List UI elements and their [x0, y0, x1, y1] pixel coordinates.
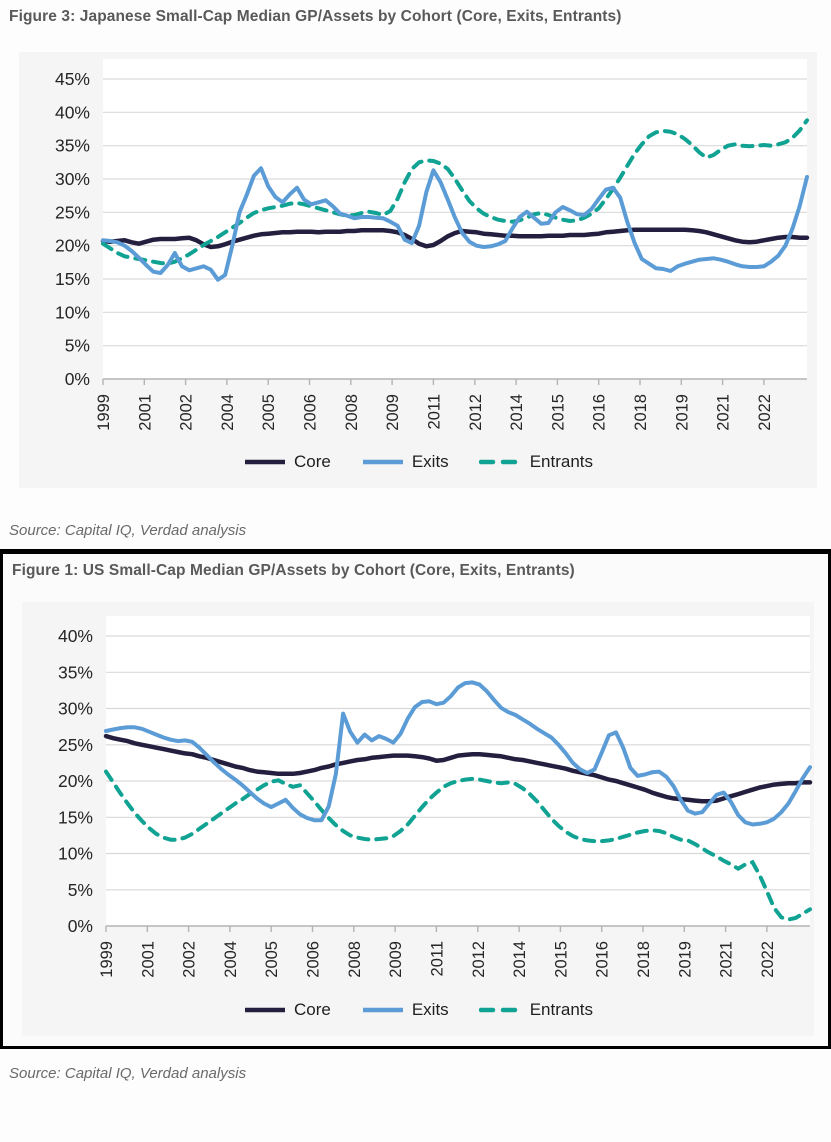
svg-text:45%: 45%	[55, 69, 90, 89]
legend-item-entrants: Entrants	[478, 1000, 593, 1020]
svg-text:2002: 2002	[178, 394, 196, 431]
legend-item-exits: Exits	[361, 1000, 449, 1020]
legend-label: Entrants	[529, 452, 593, 471]
svg-text:2021: 2021	[715, 394, 733, 431]
legend-line-swatch-core	[244, 1007, 285, 1013]
svg-text:2004: 2004	[219, 394, 237, 431]
legend-label: Entrants	[529, 1000, 593, 1019]
legend-label: Core	[293, 1000, 331, 1019]
svg-text:2021: 2021	[718, 941, 736, 978]
figure3-chart-panel: 45% 40% 35% 30% 25% 20% 15% 10% 5% 0% 1999 2001 2002…	[19, 52, 817, 488]
svg-text:2005: 2005	[260, 394, 278, 431]
figure3-legend: Core Exits Entrants	[19, 452, 817, 488]
svg-text:2015: 2015	[552, 941, 570, 978]
svg-text:2012: 2012	[470, 941, 488, 978]
svg-text:2009: 2009	[384, 394, 402, 431]
legend-item-exits: Exits	[361, 452, 449, 472]
svg-text:35%: 35%	[55, 136, 90, 156]
svg-text:2014: 2014	[508, 394, 526, 431]
svg-text:2022: 2022	[759, 941, 777, 978]
svg-text:2018: 2018	[635, 941, 653, 978]
svg-text:10%: 10%	[55, 302, 90, 322]
svg-text:2022: 2022	[756, 394, 774, 431]
legend-item-core: Core	[243, 452, 331, 472]
svg-text:5%: 5%	[65, 336, 90, 356]
svg-text:40%: 40%	[55, 102, 90, 122]
legend-label: Exits	[411, 452, 449, 471]
svg-text:2019: 2019	[673, 394, 691, 431]
svg-text:20%: 20%	[58, 771, 93, 791]
svg-text:2009: 2009	[387, 941, 405, 978]
legend-line-swatch-entrants	[478, 1007, 523, 1013]
legend-item-entrants: Entrants	[478, 452, 593, 472]
svg-text:2001: 2001	[136, 394, 154, 431]
svg-text:2015: 2015	[549, 394, 567, 431]
svg-text:2004: 2004	[222, 941, 240, 978]
svg-text:25%: 25%	[55, 202, 90, 222]
svg-text:2012: 2012	[467, 394, 485, 431]
svg-text:30%: 30%	[58, 699, 93, 719]
legend-line-swatch-entrants	[478, 459, 523, 465]
svg-text:35%: 35%	[58, 662, 93, 682]
svg-text:2006: 2006	[302, 394, 320, 431]
svg-text:2011: 2011	[425, 394, 443, 429]
svg-text:1999: 1999	[95, 394, 113, 431]
svg-text:2014: 2014	[511, 941, 529, 978]
svg-text:2002: 2002	[181, 941, 199, 978]
svg-text:20%: 20%	[55, 236, 90, 256]
us-gp-assets-chart: 40% 35% 30% 25% 20% 15% 10% 5% 0% 1999 2001 2002 200…	[58, 616, 813, 978]
figure3-source-note: Source: Capital IQ, Verdad analysis	[9, 522, 247, 539]
legend-item-core: Core	[243, 1000, 331, 1020]
legend-label: Exits	[411, 1000, 449, 1019]
legend-line-swatch-exits	[362, 459, 403, 465]
figure3-title: Figure 3: Japanese Small-Cap Median GP/A…	[9, 8, 622, 25]
svg-text:2016: 2016	[591, 394, 609, 431]
svg-text:2008: 2008	[346, 941, 364, 978]
figure1-legend: Core Exits Entrants	[22, 1000, 814, 1036]
svg-text:2006: 2006	[305, 941, 323, 978]
svg-text:0%: 0%	[65, 369, 90, 389]
figure1-source-note: Source: Capital IQ, Verdad analysis	[9, 1065, 247, 1082]
svg-text:2019: 2019	[676, 941, 694, 978]
svg-text:2011: 2011	[428, 941, 446, 976]
svg-text:2001: 2001	[139, 941, 157, 978]
svg-text:40%: 40%	[58, 626, 93, 646]
svg-text:2005: 2005	[263, 941, 281, 978]
svg-text:1999: 1999	[98, 941, 116, 978]
svg-text:15%: 15%	[58, 807, 93, 827]
legend-line-swatch-core	[244, 459, 285, 465]
figure3-section: Figure 3: Japanese Small-Cap Median GP/A…	[0, 0, 831, 539]
svg-text:15%: 15%	[55, 269, 90, 289]
svg-text:2018: 2018	[632, 394, 650, 431]
legend-line-swatch-exits	[362, 1007, 403, 1013]
figure1-section: Figure 1: US Small-Cap Median GP/Assets …	[0, 549, 831, 1049]
svg-text:10%: 10%	[58, 844, 93, 864]
svg-text:25%: 25%	[58, 735, 93, 755]
svg-text:30%: 30%	[55, 169, 90, 189]
figure1-chart-panel: 40% 35% 30% 25% 20% 15% 10% 5% 0% 1999 2001 2002 200…	[22, 602, 814, 1036]
svg-text:2008: 2008	[343, 394, 361, 431]
svg-text:0%: 0%	[68, 916, 93, 936]
svg-text:5%: 5%	[68, 880, 93, 900]
figure1-title: Figure 1: US Small-Cap Median GP/Assets …	[12, 562, 575, 579]
legend-label: Core	[293, 452, 331, 471]
japan-gp-assets-chart: 45% 40% 35% 30% 25% 20% 15% 10% 5% 0% 1999 2001 2002…	[55, 59, 810, 431]
svg-text:2016: 2016	[594, 941, 612, 978]
